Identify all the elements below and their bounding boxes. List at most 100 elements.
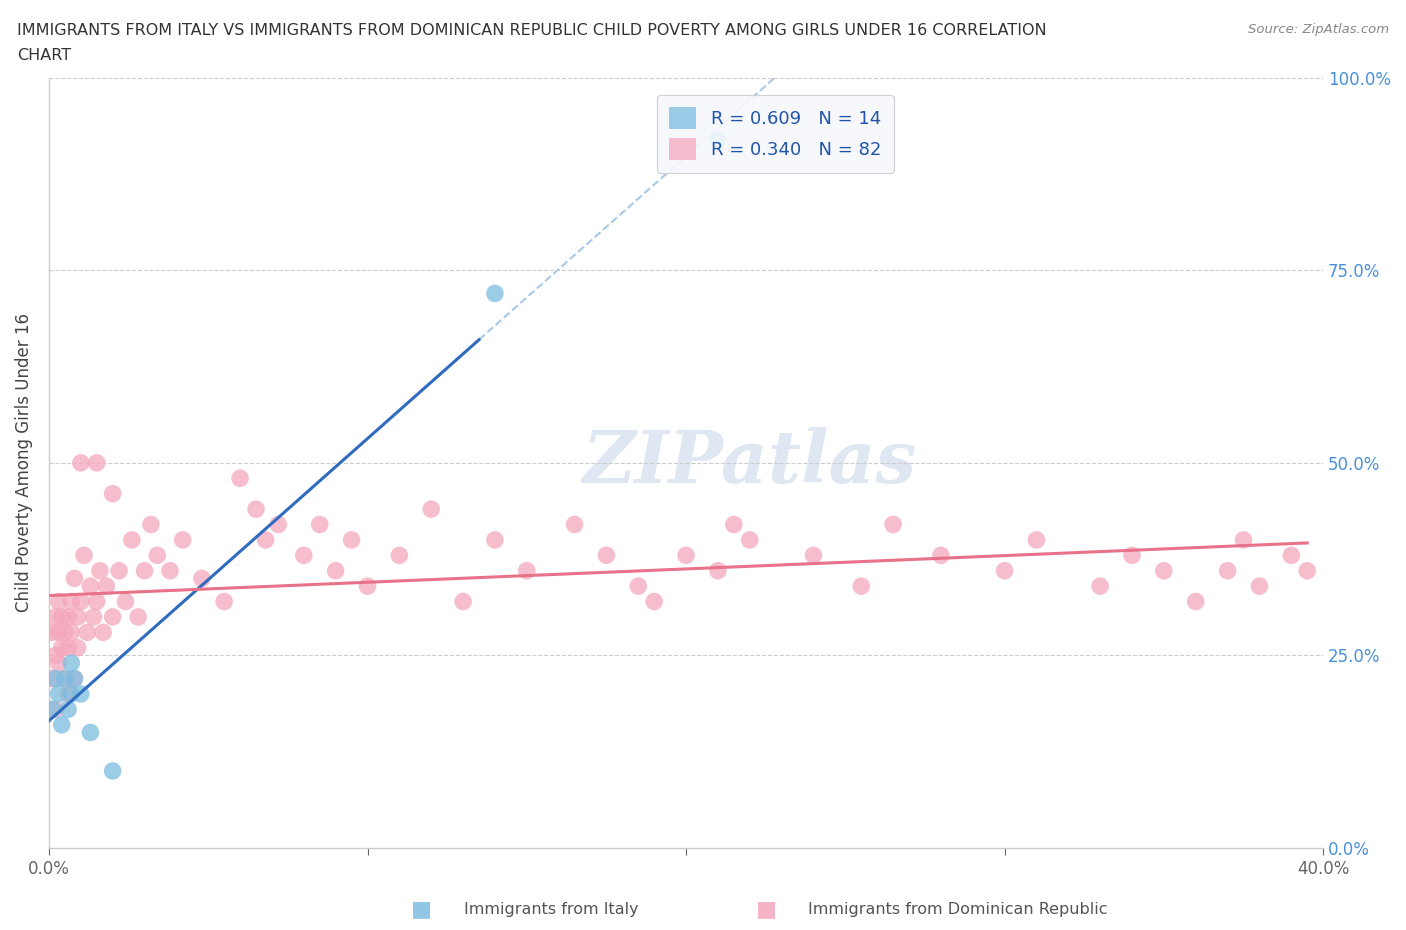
Point bbox=[267, 517, 290, 532]
Point bbox=[1153, 564, 1175, 578]
Point bbox=[1025, 533, 1047, 548]
Point bbox=[44, 648, 66, 663]
Point bbox=[83, 609, 105, 624]
Point bbox=[851, 578, 873, 593]
Point bbox=[292, 548, 315, 563]
Point bbox=[707, 564, 730, 578]
Point bbox=[44, 702, 66, 717]
Point bbox=[254, 533, 277, 548]
Point bbox=[60, 594, 83, 609]
Point bbox=[86, 594, 108, 609]
Point bbox=[48, 594, 70, 609]
Point bbox=[89, 564, 111, 578]
Point bbox=[484, 286, 506, 301]
Point bbox=[420, 501, 443, 516]
Point bbox=[451, 594, 474, 609]
Point bbox=[63, 671, 86, 686]
Point bbox=[73, 548, 96, 563]
Point bbox=[707, 132, 730, 147]
Point bbox=[325, 564, 347, 578]
Point bbox=[56, 640, 79, 655]
Text: ■: ■ bbox=[756, 899, 776, 920]
Point bbox=[388, 548, 411, 563]
Point bbox=[56, 702, 79, 717]
Point bbox=[1279, 548, 1302, 563]
Point bbox=[44, 671, 66, 686]
Point bbox=[69, 594, 91, 609]
Point bbox=[929, 548, 952, 563]
Point bbox=[564, 517, 586, 532]
Point bbox=[1249, 578, 1271, 593]
Point bbox=[340, 533, 363, 548]
Point bbox=[308, 517, 330, 532]
Point bbox=[994, 564, 1017, 578]
Point bbox=[191, 571, 214, 586]
Text: Source: ZipAtlas.com: Source: ZipAtlas.com bbox=[1249, 23, 1389, 36]
Point bbox=[60, 625, 83, 640]
Point bbox=[51, 717, 73, 732]
Point bbox=[643, 594, 665, 609]
Y-axis label: Child Poverty Among Girls Under 16: Child Poverty Among Girls Under 16 bbox=[15, 313, 32, 612]
Point bbox=[882, 517, 904, 532]
Point bbox=[1296, 564, 1319, 578]
Point bbox=[41, 702, 63, 717]
Point bbox=[48, 656, 70, 671]
Point bbox=[76, 625, 98, 640]
Text: Immigrants from Italy: Immigrants from Italy bbox=[464, 902, 638, 917]
Point bbox=[60, 686, 83, 701]
Point bbox=[41, 671, 63, 686]
Point bbox=[79, 725, 101, 740]
Point bbox=[1121, 548, 1143, 563]
Point bbox=[51, 609, 73, 624]
Legend: R = 0.609   N = 14, R = 0.340   N = 82: R = 0.609 N = 14, R = 0.340 N = 82 bbox=[657, 95, 894, 173]
Point bbox=[51, 640, 73, 655]
Point bbox=[356, 578, 378, 593]
Point bbox=[86, 456, 108, 471]
Point bbox=[66, 609, 89, 624]
Point bbox=[1216, 564, 1239, 578]
Point bbox=[172, 533, 194, 548]
Point bbox=[516, 564, 538, 578]
Point bbox=[121, 533, 143, 548]
Point bbox=[146, 548, 169, 563]
Point bbox=[53, 625, 76, 640]
Text: CHART: CHART bbox=[17, 48, 70, 63]
Point bbox=[56, 609, 79, 624]
Point bbox=[134, 564, 156, 578]
Point bbox=[212, 594, 235, 609]
Point bbox=[1088, 578, 1111, 593]
Point bbox=[48, 625, 70, 640]
Point bbox=[229, 471, 252, 485]
Point bbox=[139, 517, 162, 532]
Point bbox=[803, 548, 825, 563]
Text: IMMIGRANTS FROM ITALY VS IMMIGRANTS FROM DOMINICAN REPUBLIC CHILD POVERTY AMONG : IMMIGRANTS FROM ITALY VS IMMIGRANTS FROM… bbox=[17, 23, 1046, 38]
Point bbox=[56, 686, 79, 701]
Point bbox=[69, 456, 91, 471]
Point bbox=[53, 671, 76, 686]
Point bbox=[159, 564, 181, 578]
Point bbox=[69, 686, 91, 701]
Point bbox=[114, 594, 136, 609]
Point bbox=[127, 609, 149, 624]
Point bbox=[484, 533, 506, 548]
Point bbox=[1184, 594, 1206, 609]
Point bbox=[60, 656, 83, 671]
Point bbox=[738, 533, 761, 548]
Point bbox=[44, 609, 66, 624]
Point bbox=[245, 501, 267, 516]
Text: Immigrants from Dominican Republic: Immigrants from Dominican Republic bbox=[808, 902, 1108, 917]
Text: ZIPatlas: ZIPatlas bbox=[582, 428, 917, 498]
Point bbox=[101, 764, 124, 778]
Point bbox=[63, 571, 86, 586]
Point bbox=[595, 548, 617, 563]
Point bbox=[627, 578, 650, 593]
Point bbox=[101, 609, 124, 624]
Point bbox=[79, 578, 101, 593]
Point bbox=[91, 625, 114, 640]
Point bbox=[108, 564, 131, 578]
Text: ■: ■ bbox=[412, 899, 432, 920]
Point bbox=[66, 640, 89, 655]
Point bbox=[63, 671, 86, 686]
Point bbox=[48, 686, 70, 701]
Point bbox=[41, 625, 63, 640]
